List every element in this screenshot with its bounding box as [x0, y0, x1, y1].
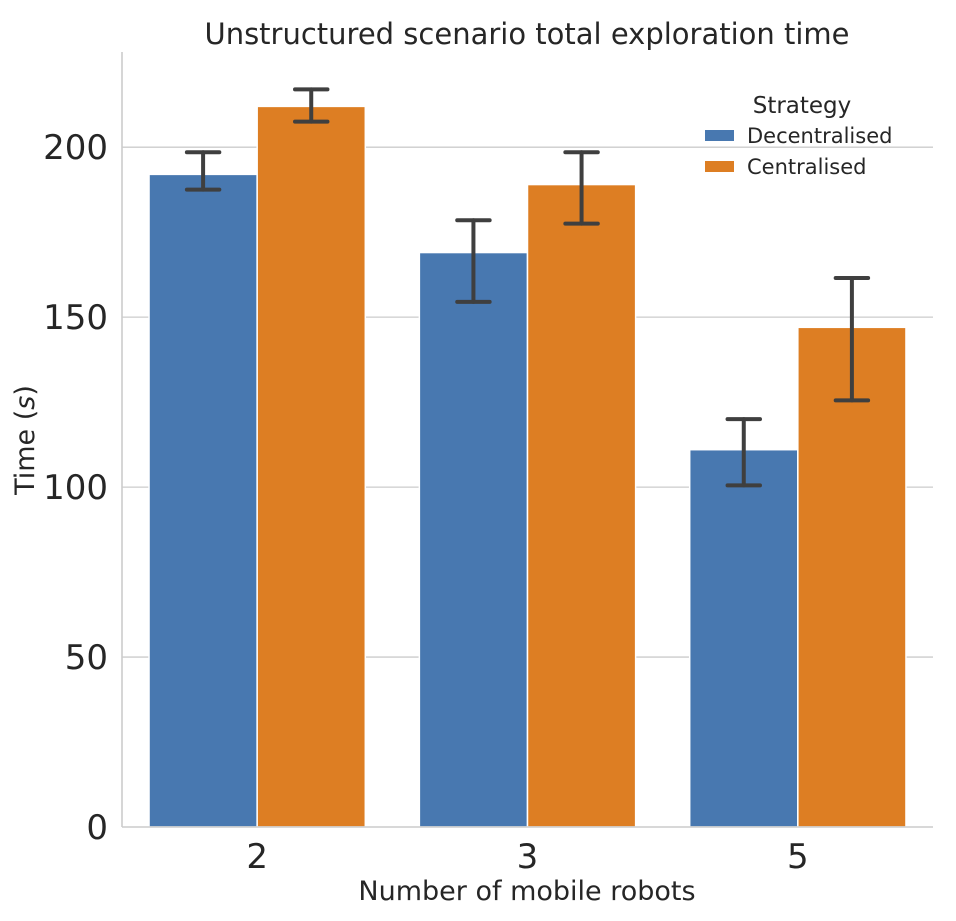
x-tick-label: 5: [787, 837, 809, 877]
legend-label: Centralised: [747, 155, 867, 179]
y-axis-label-text: Time: [10, 429, 41, 496]
bar-decentralised-5: [688, 448, 799, 828]
bar-centralised-5: [797, 326, 907, 828]
error-bar-centralised-2: [293, 87, 330, 124]
error-bars: [184, 87, 871, 488]
error-bar-centralised-5: [833, 276, 871, 403]
bar-decentralised-3: [418, 251, 529, 828]
bar-centralised-3: [526, 183, 637, 828]
legend-title: Strategy: [753, 93, 852, 119]
chart-title: Unstructured scenario total exploration …: [204, 17, 849, 51]
y-tick-label: 100: [43, 468, 108, 508]
x-axis-label: Number of mobile robots: [358, 876, 695, 907]
legend-item-centralised: Centralised: [705, 155, 867, 179]
legend: Strategy Decentralised Centralised: [705, 93, 892, 179]
y-axis-label: Time (s): [10, 385, 41, 496]
y-tick-label: 150: [43, 298, 108, 338]
y-tick-label: 50: [65, 638, 108, 678]
error-bar-centralised-3: [563, 150, 600, 226]
bar-decentralised-2: [148, 173, 258, 828]
bars: [148, 105, 907, 828]
legend-items: Decentralised Centralised: [705, 124, 892, 179]
x-tick-labels: 2 3 5: [246, 837, 808, 877]
error-bar-decentralised-5: [725, 417, 762, 488]
y-axis-label-unit: s: [10, 396, 41, 410]
bar-centralised-2: [256, 105, 367, 828]
x-tick-label: 2: [246, 837, 268, 877]
legend-item-decentralised: Decentralised: [705, 124, 892, 148]
error-bar-decentralised-3: [455, 218, 492, 304]
x-tick-label: 3: [517, 837, 539, 877]
legend-swatch: [705, 161, 734, 172]
y-tick-label: 0: [86, 808, 108, 848]
legend-swatch: [705, 130, 734, 141]
y-tick-label: 200: [43, 128, 108, 168]
error-bar-decentralised-2: [184, 150, 222, 192]
y-axis-label-unit-close: ): [10, 385, 41, 396]
legend-label: Decentralised: [747, 124, 892, 148]
y-axis-label-unit-open: (: [10, 410, 41, 429]
y-tick-labels: 0 50 100 150 200: [43, 128, 108, 848]
